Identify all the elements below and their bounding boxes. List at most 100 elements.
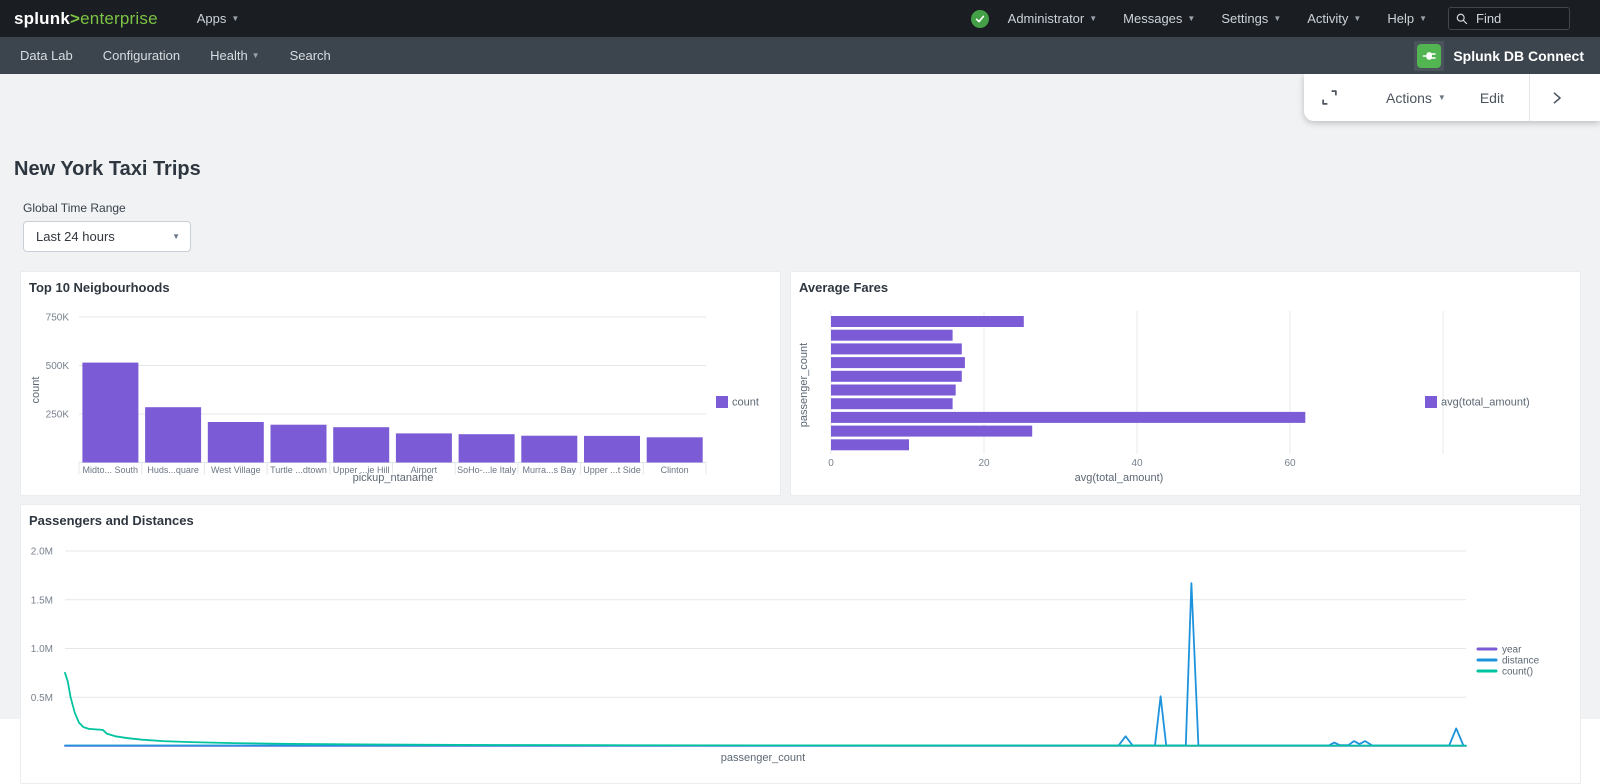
svg-text:passenger_count: passenger_count	[721, 752, 805, 764]
app-navbar: Data Lab Configuration Health ▼ Search S…	[0, 37, 1600, 74]
svg-text:750K: 750K	[46, 313, 70, 324]
app-navbar-right: Splunk DB Connect	[1414, 40, 1600, 71]
chevron-down-icon: ▼	[172, 231, 180, 241]
svg-text:Huds...quare: Huds...quare	[147, 465, 199, 475]
time-range-label: Global Time Range	[23, 201, 126, 215]
svg-text:pickup_ntaname: pickup_ntaname	[353, 472, 434, 484]
app-title[interactable]: Splunk DB Connect	[1453, 47, 1584, 64]
panel-average-fares: Average Fares 0 20 40 60 passenger_count avg(…	[790, 271, 1581, 496]
app-navbar-left: Data Lab Configuration Health ▼ Search	[0, 37, 346, 74]
panel-title: Top 10 Neigbourhoods	[29, 280, 170, 295]
logo-text-splunk: splunk	[14, 8, 70, 28]
svg-text:Airport: Airport	[411, 465, 438, 475]
dashboard-toolbar: Actions ▼ Edit	[1304, 74, 1600, 121]
page-title: New York Taxi Trips	[14, 158, 201, 180]
svg-text:avg(total_amount): avg(total_amount)	[1075, 472, 1164, 484]
health-status-icon[interactable]	[970, 9, 989, 28]
toolbar-divider	[1528, 74, 1530, 121]
svg-text:SoHo-...le Italy: SoHo-...le Italy	[457, 465, 517, 475]
svg-text:250K: 250K	[46, 410, 70, 421]
find-search-box[interactable]	[1448, 7, 1570, 30]
search-icon	[1456, 13, 1468, 24]
svg-text:1.0M: 1.0M	[31, 644, 53, 655]
svg-text:distance: distance	[1502, 656, 1540, 667]
chevron-down-icon: ▼	[1089, 13, 1098, 23]
messages-menu-label: Messages	[1123, 11, 1183, 26]
nav-tab-configuration[interactable]: Configuration	[88, 37, 195, 74]
svg-text:1.5M: 1.5M	[31, 595, 53, 606]
nav-tab-search-label: Search	[289, 48, 331, 63]
bar-chart-top10-canvas[interactable]: 250K 500K 750K count Midto... South Huds...qu…	[29, 303, 774, 495]
fullscreen-button[interactable]	[1304, 74, 1355, 121]
nav-tab-health-label: Health	[210, 48, 248, 63]
help-menu[interactable]: Help ▼	[1374, 0, 1440, 37]
svg-text:500K: 500K	[46, 361, 70, 372]
svg-text:count: count	[732, 397, 759, 409]
chevron-down-icon: ▼	[1419, 13, 1427, 23]
splunk-logo[interactable]: splunk>enterprise	[0, 9, 184, 29]
chevron-down-icon: ▼	[251, 50, 260, 60]
svg-text:West Village: West Village	[211, 465, 261, 475]
messages-menu[interactable]: Messages ▼	[1110, 0, 1208, 37]
logo-text-enterprise: enterprise	[80, 8, 158, 28]
db-connect-icon-frame	[1414, 40, 1445, 71]
activity-menu-label: Activity	[1307, 11, 1349, 26]
svg-text:Midto... South: Midto... South	[83, 465, 139, 475]
svg-text:Clinton: Clinton	[661, 465, 689, 475]
hbar-chart-fares-canvas[interactable]: 0 20 40 60passenger_countavg(total_amount)a…	[799, 303, 1574, 495]
chevron-down-icon: ▼	[1187, 13, 1196, 23]
check-icon	[975, 15, 984, 22]
find-search-input[interactable]	[1474, 10, 1554, 27]
svg-text:Turtle ...dtown: Turtle ...dtown	[270, 465, 327, 475]
administrator-menu-label: Administrator	[1007, 11, 1085, 26]
panel-title: Average Fares	[799, 280, 889, 295]
chevron-down-icon: ▼	[231, 13, 240, 23]
svg-text:passenger_count: passenger_count	[799, 343, 810, 427]
panel-top10-neighbourhoods: Top 10 Neigbourhoods 250K 500K 750K count Mi…	[20, 271, 781, 496]
chevron-down-icon: ▼	[1437, 92, 1446, 102]
actions-button[interactable]: Actions ▼	[1369, 74, 1463, 121]
svg-text:year: year	[1502, 645, 1522, 656]
chevron-right-icon	[1553, 91, 1561, 104]
apps-menu-label: Apps	[196, 11, 227, 26]
global-time-range-dropdown[interactable]: Last 24 hours ▼	[23, 221, 191, 252]
svg-text:avg(total_amount): avg(total_amount)	[1441, 397, 1530, 409]
collapse-panel-button[interactable]	[1530, 74, 1584, 121]
svg-text:Upper ...ie Hill: Upper ...ie Hill	[333, 465, 390, 475]
svg-text:Upper ...t Side: Upper ...t Side	[583, 465, 641, 475]
nav-tab-data-lab[interactable]: Data Lab	[5, 37, 88, 74]
top-navbar-left: splunk>enterprise Apps ▼	[0, 0, 252, 37]
svg-text:60: 60	[1284, 458, 1296, 469]
panel-title: Passengers and Distances	[29, 513, 194, 528]
apps-menu[interactable]: Apps ▼	[184, 0, 253, 37]
nav-tab-data-lab-label: Data Lab	[20, 48, 73, 63]
activity-menu[interactable]: Activity ▼	[1294, 0, 1374, 37]
chevron-down-icon: ▼	[1353, 13, 1362, 23]
svg-text:0: 0	[828, 458, 834, 469]
expand-icon	[1322, 90, 1337, 105]
edit-button[interactable]: Edit	[1463, 74, 1521, 121]
svg-text:20: 20	[978, 458, 990, 469]
svg-text:40: 40	[1131, 458, 1143, 469]
settings-menu-label: Settings	[1221, 11, 1269, 26]
dashboard-body: New York Taxi Trips Global Time Range La…	[0, 74, 1600, 784]
time-range-value: Last 24 hours	[36, 229, 115, 244]
nav-tab-configuration-label: Configuration	[102, 48, 181, 63]
administrator-menu[interactable]: Administrator ▼	[995, 0, 1111, 37]
top-navbar-right: Administrator ▼ Messages ▼ Settings ▼ Ac…	[970, 0, 1600, 37]
logo-gt: >	[70, 8, 81, 28]
nav-tab-health[interactable]: Health ▼	[195, 37, 275, 74]
top-navbar: splunk>enterprise Apps ▼ Administrator ▼…	[0, 0, 1600, 37]
help-menu-label: Help	[1387, 11, 1415, 26]
svg-text:0.5M: 0.5M	[31, 693, 53, 704]
nav-tab-search[interactable]: Search	[275, 37, 346, 74]
db-connect-plug-icon	[1417, 43, 1442, 68]
svg-text:Murra...s Bay: Murra...s Bay	[523, 465, 577, 475]
svg-text:count: count	[30, 377, 42, 404]
edit-button-label: Edit	[1479, 89, 1504, 106]
settings-menu[interactable]: Settings ▼	[1208, 0, 1294, 37]
svg-text:2.0M: 2.0M	[31, 547, 53, 558]
chevron-down-icon: ▼	[1273, 13, 1282, 23]
actions-button-label: Actions	[1386, 89, 1432, 106]
